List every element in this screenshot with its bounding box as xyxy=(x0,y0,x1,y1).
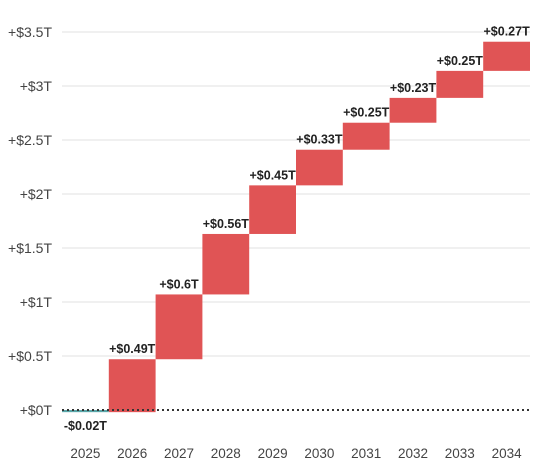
y-tick-label: +$1.5T xyxy=(8,240,52,256)
y-axis-tick-labels: +$0T +$0.5T +$1T +$1.5T +$2T +$2.5T +$3T +$3.5T xyxy=(8,24,52,418)
bar-2029 xyxy=(249,185,296,234)
y-tick-label: +$3T xyxy=(20,78,53,94)
data-label: +$0.25T xyxy=(437,54,484,68)
x-tick-label: 2027 xyxy=(164,446,194,461)
y-tick-label: +$3.5T xyxy=(8,24,52,40)
x-tick-label: 2029 xyxy=(258,446,288,461)
bar-2030 xyxy=(296,149,343,186)
data-labels: -$0.02T +$0.49T +$0.6T +$0.56T +$0.45T +$0.33… xyxy=(64,25,530,433)
bar-2033 xyxy=(436,70,484,98)
data-label: +$0.27T xyxy=(483,25,530,39)
bar-2028 xyxy=(202,233,250,295)
x-tick-label: 2030 xyxy=(304,446,334,461)
x-axis-tick-labels: 2025 2026 2027 2028 2029 2030 2031 2032 2033 2034 xyxy=(70,446,522,461)
grid-lines xyxy=(62,31,530,357)
bar-2026 xyxy=(108,359,156,413)
y-tick-label: +$1T xyxy=(20,294,53,310)
data-label: -$0.02T xyxy=(64,419,107,433)
x-tick-label: 2034 xyxy=(492,446,523,461)
data-label: +$0.33T xyxy=(296,133,343,147)
data-label: +$0.25T xyxy=(343,106,390,120)
y-tick-label: +$2.5T xyxy=(8,132,52,148)
x-tick-label: 2031 xyxy=(351,446,381,461)
data-label: +$0.49T xyxy=(109,342,156,356)
x-tick-label: 2025 xyxy=(70,446,100,461)
y-tick-label: +$0.5T xyxy=(8,348,52,364)
y-tick-label: +$0T xyxy=(20,402,53,418)
x-tick-label: 2026 xyxy=(117,446,147,461)
data-label: +$0.45T xyxy=(249,168,296,182)
y-tick-label: +$2T xyxy=(20,186,53,202)
data-label: +$0.56T xyxy=(203,217,250,231)
data-label: +$0.23T xyxy=(390,81,437,95)
bar-2027 xyxy=(155,294,203,360)
bar-2034 xyxy=(483,41,530,71)
x-tick-label: 2033 xyxy=(445,446,475,461)
data-label: +$0.6T xyxy=(159,277,199,291)
x-tick-label: 2032 xyxy=(398,446,428,461)
bar-2032 xyxy=(389,97,437,123)
bar-2031 xyxy=(342,122,390,150)
bars xyxy=(62,41,530,413)
bar-2025 xyxy=(62,410,109,413)
x-tick-label: 2028 xyxy=(211,446,241,461)
